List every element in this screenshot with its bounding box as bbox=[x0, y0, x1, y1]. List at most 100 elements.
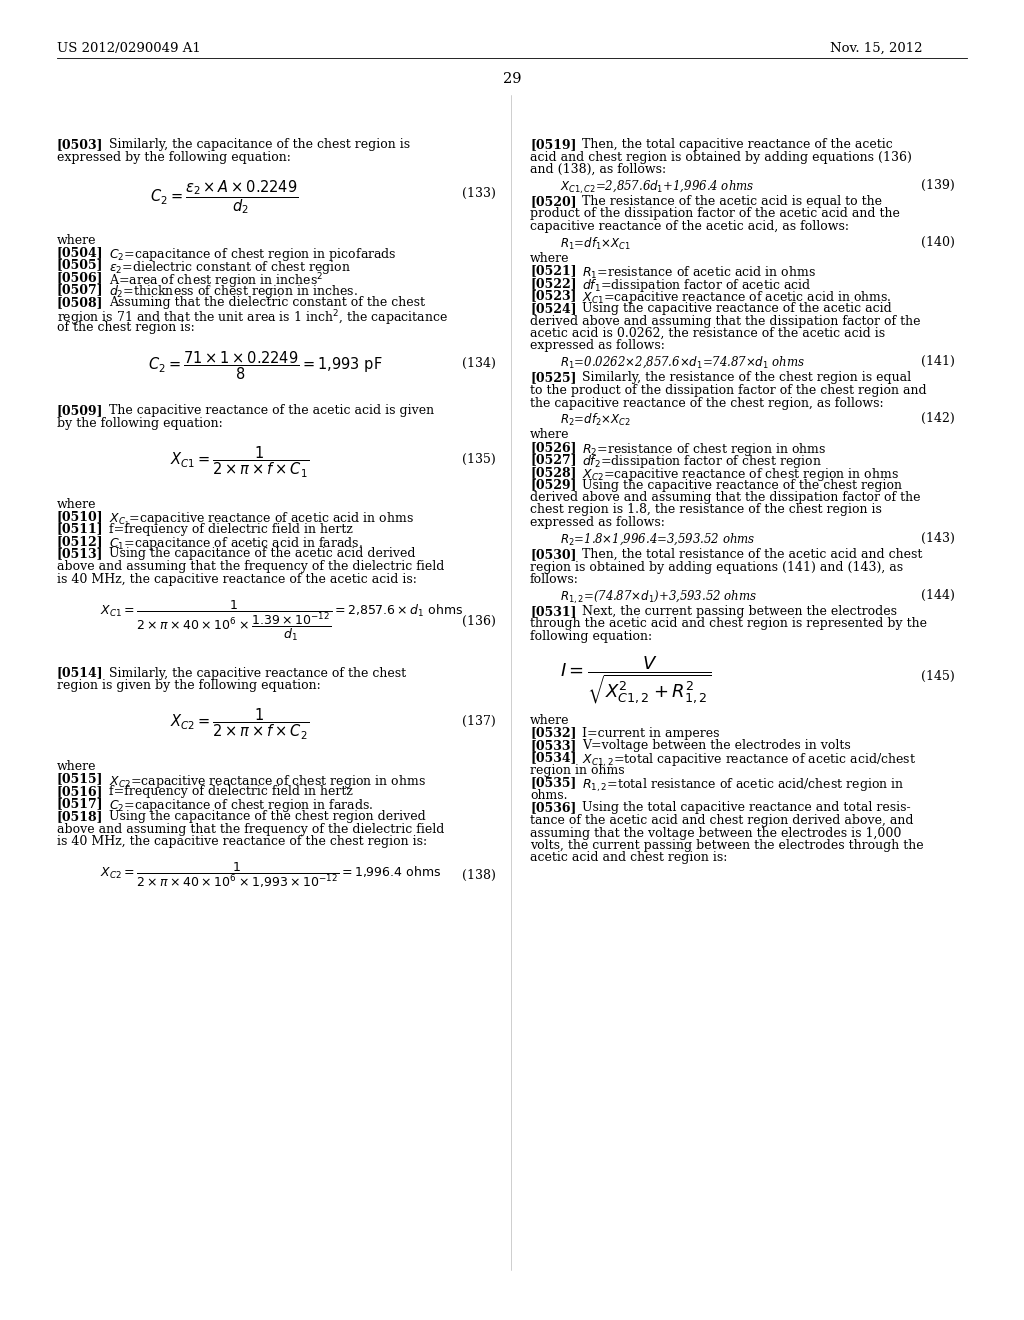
Text: $R_2$=1.8$\times$1,996.4=3,593.52 ohms: $R_2$=1.8$\times$1,996.4=3,593.52 ohms bbox=[560, 532, 756, 546]
Text: $R_2$=resistance of chest region in ohms: $R_2$=resistance of chest region in ohms bbox=[582, 441, 826, 458]
Text: $R_{1,2}$=(74.87$\times$$d_1$)+3,593.52 ohms: $R_{1,2}$=(74.87$\times$$d_1$)+3,593.52 … bbox=[560, 589, 758, 606]
Text: (137): (137) bbox=[462, 715, 496, 729]
Text: $R_{1,2}$=total resistance of acetic acid/chest region in: $R_{1,2}$=total resistance of acetic aci… bbox=[582, 776, 904, 793]
Text: [0521]: [0521] bbox=[530, 264, 577, 277]
Text: $C_1$=capacitance of acetic acid in farads.: $C_1$=capacitance of acetic acid in fara… bbox=[109, 535, 364, 552]
Text: the capacitive reactance of the chest region, as follows:: the capacitive reactance of the chest re… bbox=[530, 396, 884, 409]
Text: region is given by the following equation:: region is given by the following equatio… bbox=[57, 678, 321, 692]
Text: region is 71 and that the unit area is 1 inch$^2$, the capacitance: region is 71 and that the unit area is 1… bbox=[57, 309, 449, 329]
Text: [0522]: [0522] bbox=[530, 277, 577, 290]
Text: $X_{C_1}$=capacitive reactance of acetic acid in ohms: $X_{C_1}$=capacitive reactance of acetic… bbox=[109, 510, 414, 528]
Text: $d_2$=thickness of chest region in inches.: $d_2$=thickness of chest region in inche… bbox=[109, 284, 357, 301]
Text: $C_2 = \dfrac{\varepsilon_2 \times A \times 0.2249}{d_2}$: $C_2 = \dfrac{\varepsilon_2 \times A \ti… bbox=[150, 178, 298, 216]
Text: product of the dissipation factor of the acetic acid and the: product of the dissipation factor of the… bbox=[530, 207, 900, 220]
Text: $X_{C1}$=capacitive reactance of acetic acid in ohms.: $X_{C1}$=capacitive reactance of acetic … bbox=[582, 289, 892, 306]
Text: (135): (135) bbox=[462, 453, 496, 466]
Text: [0529]: [0529] bbox=[530, 479, 577, 491]
Text: [0527]: [0527] bbox=[530, 454, 577, 466]
Text: [0525]: [0525] bbox=[530, 371, 577, 384]
Text: acetic acid and chest region is:: acetic acid and chest region is: bbox=[530, 851, 727, 865]
Text: [0536]: [0536] bbox=[530, 801, 577, 814]
Text: [0533]: [0533] bbox=[530, 739, 577, 752]
Text: [0503]: [0503] bbox=[57, 139, 103, 150]
Text: $X_{C1,C2}$=2,857.6$d_1$+1,996.4 ohms: $X_{C1,C2}$=2,857.6$d_1$+1,996.4 ohms bbox=[560, 178, 755, 195]
Text: of the chest region is:: of the chest region is: bbox=[57, 321, 195, 334]
Text: f=frequency of dielectric field in hertz: f=frequency of dielectric field in hertz bbox=[109, 523, 353, 536]
Text: acid and chest region is obtained by adding equations (136): acid and chest region is obtained by add… bbox=[530, 150, 912, 164]
Text: [0535]: [0535] bbox=[530, 776, 577, 789]
Text: I=current in amperes: I=current in amperes bbox=[582, 726, 720, 739]
Text: [0519]: [0519] bbox=[530, 139, 577, 150]
Text: [0534]: [0534] bbox=[530, 751, 577, 764]
Text: [0504]: [0504] bbox=[57, 246, 103, 259]
Text: (143): (143) bbox=[922, 532, 955, 544]
Text: $\varepsilon_2$=dielectric constant of chest region: $\varepsilon_2$=dielectric constant of c… bbox=[109, 259, 351, 276]
Text: [0531]: [0531] bbox=[530, 605, 577, 618]
Text: (133): (133) bbox=[462, 186, 496, 199]
Text: [0517]: [0517] bbox=[57, 797, 103, 810]
Text: assuming that the voltage between the electrodes is 1,000: assuming that the voltage between the el… bbox=[530, 826, 901, 840]
Text: $X_{C2} = \dfrac{1}{2 \times \pi \times f \times C_2}$: $X_{C2} = \dfrac{1}{2 \times \pi \times … bbox=[170, 708, 309, 742]
Text: Then, the total resistance of the acetic acid and chest: Then, the total resistance of the acetic… bbox=[582, 548, 923, 561]
Text: Similarly, the capacitive reactance of the chest: Similarly, the capacitive reactance of t… bbox=[109, 667, 407, 680]
Text: $C_2 = \dfrac{71 \times 1 \times 0.2249}{8} = 1{,}993\ \mathrm{pF}$: $C_2 = \dfrac{71 \times 1 \times 0.2249}… bbox=[148, 348, 383, 381]
Text: [0524]: [0524] bbox=[530, 302, 577, 315]
Text: [0513]: [0513] bbox=[57, 548, 103, 561]
Text: (144): (144) bbox=[922, 589, 955, 602]
Text: [0528]: [0528] bbox=[530, 466, 577, 479]
Text: Using the capacitive reactance of the acetic acid: Using the capacitive reactance of the ac… bbox=[582, 302, 892, 315]
Text: derived above and assuming that the dissipation factor of the: derived above and assuming that the diss… bbox=[530, 314, 921, 327]
Text: is 40 MHz, the capacitive reactance of the chest region is:: is 40 MHz, the capacitive reactance of t… bbox=[57, 836, 427, 847]
Text: [0514]: [0514] bbox=[57, 667, 103, 680]
Text: where: where bbox=[57, 498, 96, 511]
Text: $df_2$=dissipation factor of chest region: $df_2$=dissipation factor of chest regio… bbox=[582, 454, 821, 470]
Text: $df_1$=dissipation factor of acetic acid: $df_1$=dissipation factor of acetic acid bbox=[582, 277, 811, 294]
Text: V=voltage between the electrodes in volts: V=voltage between the electrodes in volt… bbox=[582, 739, 851, 752]
Text: $X_{C1} = \dfrac{1}{2 \times \pi \times 40 \times 10^6 \times \dfrac{1.39 \times: $X_{C1} = \dfrac{1}{2 \times \pi \times … bbox=[100, 598, 464, 643]
Text: region is obtained by adding equations (141) and (143), as: region is obtained by adding equations (… bbox=[530, 561, 903, 573]
Text: (138): (138) bbox=[462, 869, 496, 882]
Text: follows:: follows: bbox=[530, 573, 579, 586]
Text: chest region is 1.8, the resistance of the chest region is: chest region is 1.8, the resistance of t… bbox=[530, 503, 882, 516]
Text: [0508]: [0508] bbox=[57, 296, 103, 309]
Text: [0506]: [0506] bbox=[57, 271, 103, 284]
Text: acetic acid is 0.0262, the resistance of the acetic acid is: acetic acid is 0.0262, the resistance of… bbox=[530, 327, 885, 341]
Text: following equation:: following equation: bbox=[530, 630, 652, 643]
Text: and (138), as follows:: and (138), as follows: bbox=[530, 162, 667, 176]
Text: [0526]: [0526] bbox=[530, 441, 577, 454]
Text: [0512]: [0512] bbox=[57, 535, 103, 548]
Text: [0509]: [0509] bbox=[57, 404, 103, 417]
Text: [0505]: [0505] bbox=[57, 259, 103, 272]
Text: [0510]: [0510] bbox=[57, 510, 103, 523]
Text: tance of the acetic acid and chest region derived above, and: tance of the acetic acid and chest regio… bbox=[530, 814, 913, 828]
Text: $X_{C1} = \dfrac{1}{2 \times \pi \times f \times C_1}$: $X_{C1} = \dfrac{1}{2 \times \pi \times … bbox=[170, 445, 309, 479]
Text: [0511]: [0511] bbox=[57, 523, 103, 536]
Text: $I = \dfrac{V}{\sqrt{X_{C1,2}^2 + R_{1,2}^2}}$: $I = \dfrac{V}{\sqrt{X_{C1,2}^2 + R_{1,2… bbox=[560, 653, 712, 706]
Text: Next, the current passing between the electrodes: Next, the current passing between the el… bbox=[582, 605, 897, 618]
Text: $X_{C2}$=capacitive reactance of chest region in ohms: $X_{C2}$=capacitive reactance of chest r… bbox=[109, 772, 426, 789]
Text: $R_1$=0.0262$\times$2,857.6$\times$$d_1$=74.87$\times$$d_1$ ohms: $R_1$=0.0262$\times$2,857.6$\times$$d_1$… bbox=[560, 355, 805, 371]
Text: capacitive reactance of the acetic acid, as follows:: capacitive reactance of the acetic acid,… bbox=[530, 220, 849, 234]
Text: Using the capacitance of the chest region derived: Using the capacitance of the chest regio… bbox=[109, 810, 426, 822]
Text: $X_{C2} = \dfrac{1}{2 \times \pi \times 40 \times 10^6 \times 1{,}993 \times 10^: $X_{C2} = \dfrac{1}{2 \times \pi \times … bbox=[100, 861, 441, 890]
Text: $X_{C1,2}$=total capacitive reactance of acetic acid/chest: $X_{C1,2}$=total capacitive reactance of… bbox=[582, 751, 916, 768]
Text: $R_1$=resistance of acetic acid in ohms: $R_1$=resistance of acetic acid in ohms bbox=[582, 264, 816, 281]
Text: expressed as follows:: expressed as follows: bbox=[530, 339, 665, 352]
Text: f=frequency of dielectric field in hertz: f=frequency of dielectric field in hertz bbox=[109, 785, 353, 799]
Text: Using the capacitive reactance of the chest region: Using the capacitive reactance of the ch… bbox=[582, 479, 902, 491]
Text: $R_1$=$df_1$$\times$$X_{C1}$: $R_1$=$df_1$$\times$$X_{C1}$ bbox=[560, 235, 631, 252]
Text: A=area of chest region in inches$^2$: A=area of chest region in inches$^2$ bbox=[109, 271, 324, 290]
Text: above and assuming that the frequency of the dielectric field: above and assuming that the frequency of… bbox=[57, 560, 444, 573]
Text: (136): (136) bbox=[462, 615, 496, 627]
Text: Using the capacitance of the acetic acid derived: Using the capacitance of the acetic acid… bbox=[109, 548, 416, 561]
Text: [0515]: [0515] bbox=[57, 772, 103, 785]
Text: The resistance of the acetic acid is equal to the: The resistance of the acetic acid is equ… bbox=[582, 195, 882, 209]
Text: where: where bbox=[57, 234, 96, 247]
Text: where: where bbox=[57, 760, 96, 774]
Text: Nov. 15, 2012: Nov. 15, 2012 bbox=[830, 42, 923, 55]
Text: (145): (145) bbox=[922, 671, 955, 682]
Text: is 40 MHz, the capacitive reactance of the acetic acid is:: is 40 MHz, the capacitive reactance of t… bbox=[57, 573, 417, 586]
Text: (141): (141) bbox=[922, 355, 955, 368]
Text: volts, the current passing between the electrodes through the: volts, the current passing between the e… bbox=[530, 840, 924, 851]
Text: through the acetic acid and chest region is represented by the: through the acetic acid and chest region… bbox=[530, 618, 927, 631]
